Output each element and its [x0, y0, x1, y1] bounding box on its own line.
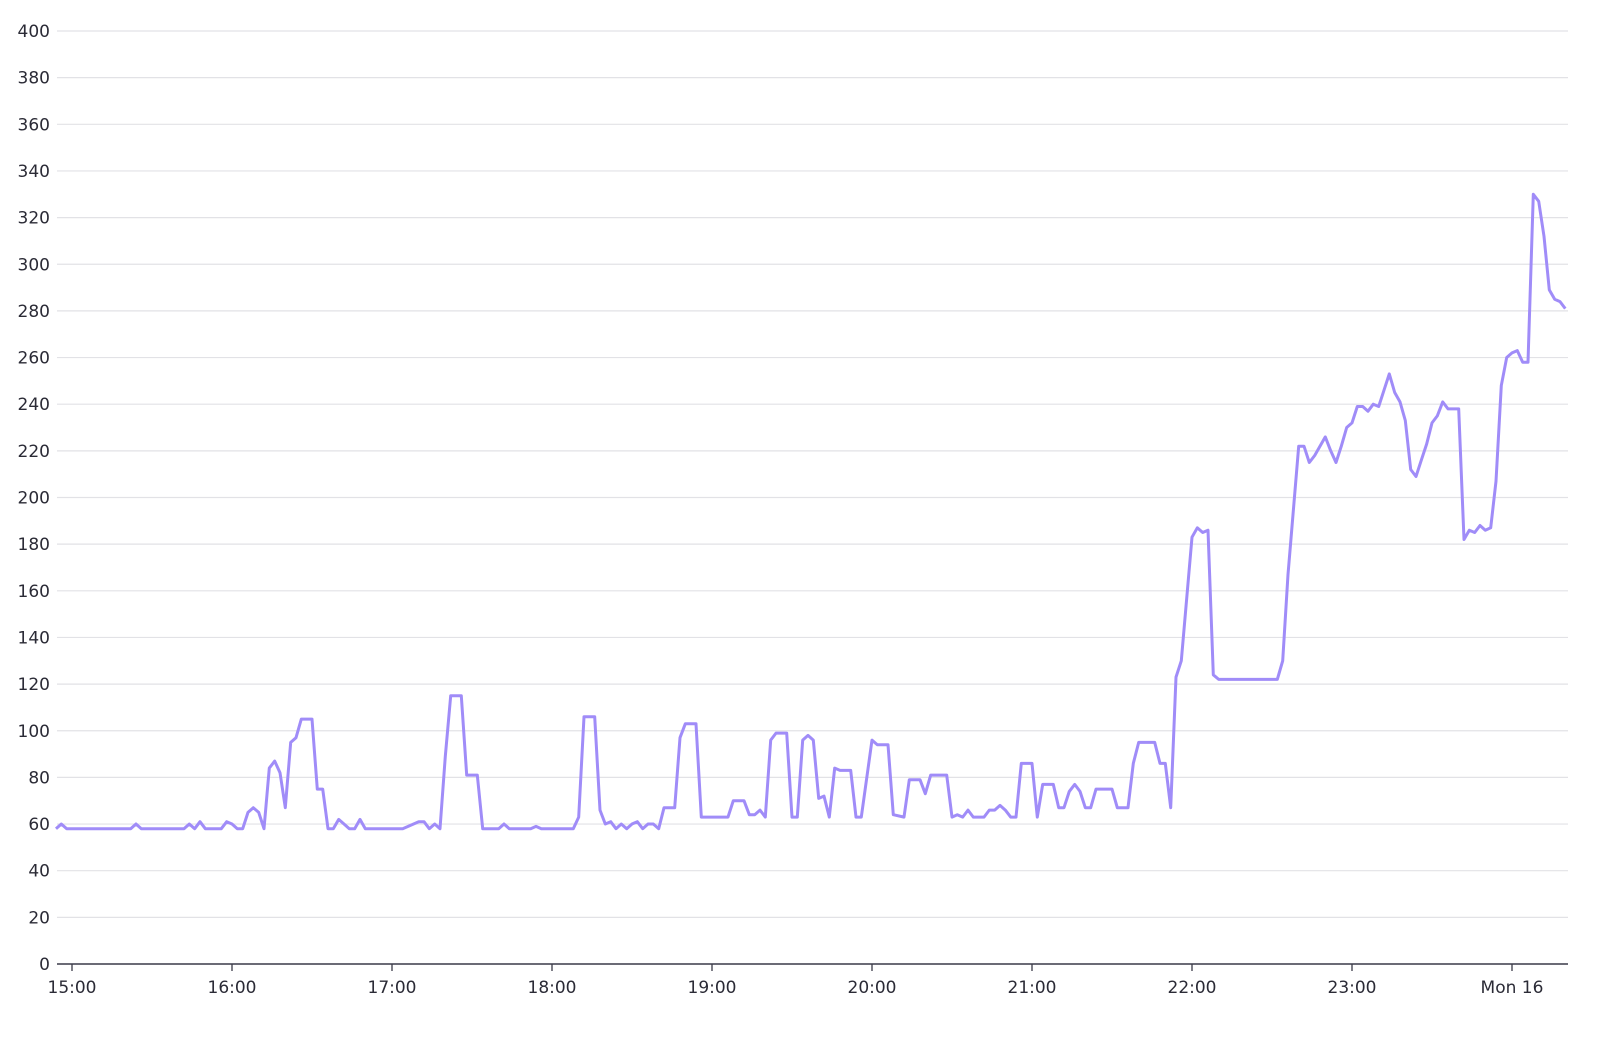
y-tick-label: 240	[18, 395, 50, 415]
x-tick-label: 15:00	[48, 978, 97, 998]
y-tick-label: 160	[18, 582, 50, 602]
series-line	[55, 192, 1567, 831]
x-tick-label: 16:00	[208, 978, 257, 998]
y-tick-label: 400	[18, 22, 50, 42]
x-tick-label: 18:00	[528, 978, 577, 998]
y-tick-label: 380	[18, 69, 50, 89]
series-layer	[55, 192, 1567, 831]
y-tick-label: 200	[18, 489, 50, 509]
y-tick-label: 60	[28, 815, 50, 835]
y-tick-label: 120	[18, 675, 50, 695]
x-axis-ticks: 15:00 16:00 17:00 18:00 19:00 20:00 21:00 22:00…	[48, 964, 1544, 998]
y-tick-label: 180	[18, 535, 50, 555]
y-tick-label: 140	[18, 628, 50, 648]
y-tick-label: 300	[18, 255, 50, 275]
y-axis-ticks: 0 20 40 60 80 100 120 140 160 180 200 220 240 260 280 3…	[18, 22, 50, 975]
x-tick-label: 19:00	[688, 978, 737, 998]
x-tick-label: Mon 16	[1481, 978, 1544, 998]
y-tick-label: 40	[28, 862, 50, 882]
y-tick-label: 20	[28, 908, 50, 928]
y-tick-label: 220	[18, 442, 50, 462]
y-tick-label: 260	[18, 349, 50, 369]
x-tick-label: 23:00	[1328, 978, 1377, 998]
x-tick-label: 22:00	[1168, 978, 1217, 998]
x-tick-label: 21:00	[1008, 978, 1057, 998]
y-tick-label: 340	[18, 162, 50, 182]
x-tick-label: 17:00	[368, 978, 417, 998]
y-tick-label: 320	[18, 209, 50, 229]
y-tick-label: 0	[39, 955, 50, 975]
y-tick-label: 280	[18, 302, 50, 322]
y-tick-label: 80	[28, 768, 50, 788]
gridlines	[57, 30, 1568, 918]
y-tick-label: 100	[18, 722, 50, 742]
y-tick-label: 360	[18, 115, 50, 135]
x-tick-label: 20:00	[848, 978, 897, 998]
